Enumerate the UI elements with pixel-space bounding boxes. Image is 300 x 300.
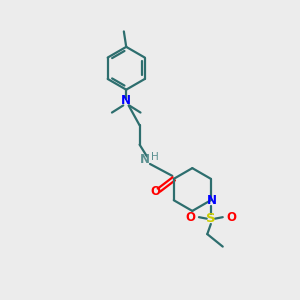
- Text: S: S: [206, 212, 216, 225]
- Text: H: H: [151, 152, 159, 162]
- Text: N: N: [207, 194, 217, 207]
- Text: N: N: [140, 153, 150, 166]
- Text: O: O: [150, 185, 160, 198]
- Text: N: N: [121, 94, 131, 106]
- Text: O: O: [185, 211, 195, 224]
- Text: O: O: [226, 211, 237, 224]
